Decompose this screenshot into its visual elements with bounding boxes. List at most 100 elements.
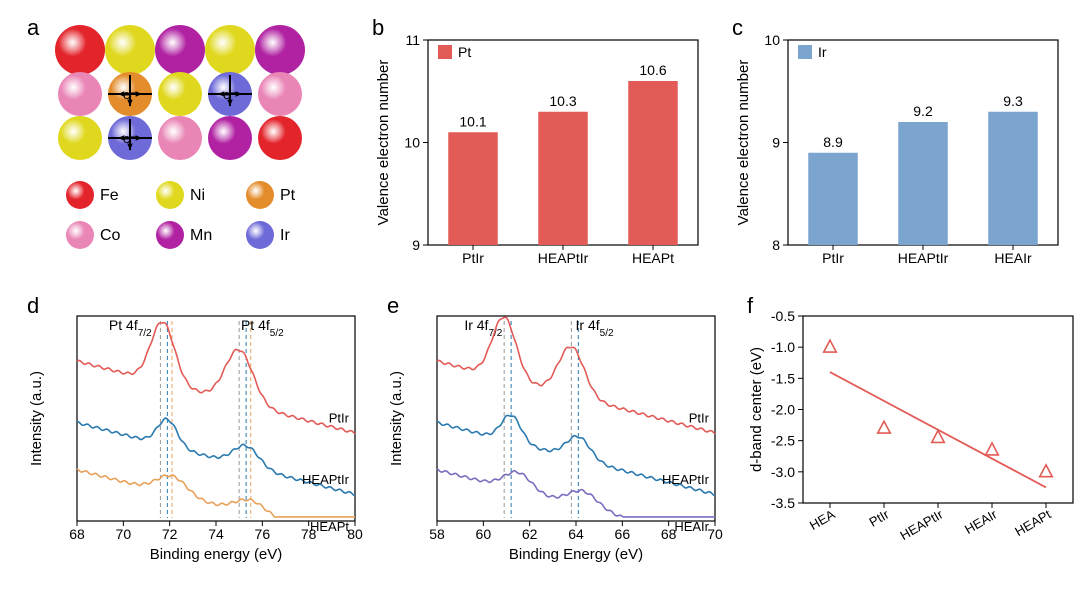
panel-b: b 91011Valence electron number10.1PtIr10… — [370, 20, 710, 290]
svg-text:HEAPtIr: HEAPtIr — [302, 472, 350, 487]
svg-text:Ir 4f5/2: Ir 4f5/2 — [576, 317, 614, 339]
svg-text:Intensity (a.u.): Intensity (a.u.) — [388, 371, 405, 466]
atom — [58, 116, 102, 160]
svg-text:11: 11 — [405, 32, 420, 48]
svg-text:60: 60 — [476, 526, 492, 542]
panel-label-d: d — [27, 293, 39, 319]
svg-text:HEAIr: HEAIr — [962, 506, 1000, 537]
data-point — [824, 340, 837, 352]
bar-chart: 91011Valence electron number10.1PtIr10.3… — [370, 20, 710, 285]
panel-a: a e⁻e⁻e⁻FeNiPtCoMnIr — [25, 20, 350, 290]
panel-label-b: b — [372, 15, 384, 41]
atom — [258, 72, 302, 116]
atom — [105, 25, 155, 75]
legend-swatch — [66, 221, 94, 249]
legend-text: Ni — [190, 187, 205, 204]
svg-text:Binding energy (eV): Binding energy (eV) — [150, 546, 283, 563]
svg-text:Valence electron number: Valence electron number — [735, 60, 752, 226]
svg-text:66: 66 — [615, 526, 631, 542]
atom — [155, 25, 205, 75]
svg-text:76: 76 — [255, 526, 271, 542]
legend-swatch — [156, 221, 184, 249]
svg-text:10: 10 — [764, 32, 780, 48]
svg-text:PtIr: PtIr — [689, 411, 710, 426]
bar — [628, 81, 678, 245]
data-point — [878, 421, 891, 433]
svg-text:10: 10 — [404, 135, 420, 151]
panel-label-f: f — [747, 293, 753, 319]
xps-trace — [437, 317, 715, 434]
atom — [158, 72, 202, 116]
panel-label-e: e — [387, 293, 399, 319]
svg-text:68: 68 — [69, 526, 85, 542]
xps-chart: 58606264666870Binding Energy (eV)Intensi… — [385, 298, 725, 563]
svg-text:HEA: HEA — [807, 506, 838, 533]
xps-chart: 68707274767880Binding energy (eV)Intensi… — [25, 298, 365, 563]
svg-text:PtIr: PtIr — [866, 506, 892, 529]
svg-text:-1.0: -1.0 — [771, 339, 795, 355]
svg-text:70: 70 — [707, 526, 723, 542]
svg-text:8: 8 — [772, 237, 780, 253]
svg-text:Intensity (a.u.): Intensity (a.u.) — [28, 371, 45, 466]
legend-text: Mn — [190, 227, 212, 244]
legend-text: Fe — [100, 187, 119, 204]
svg-text:9: 9 — [412, 237, 420, 253]
svg-text:-0.5: -0.5 — [771, 308, 795, 324]
legend-swatch — [246, 221, 274, 249]
svg-text:10.6: 10.6 — [639, 62, 666, 78]
svg-text:58: 58 — [429, 526, 445, 542]
atom — [255, 25, 305, 75]
xps-trace — [77, 323, 355, 434]
panel-c: c 8910Valence electron number8.9PtIr9.2H… — [730, 20, 1070, 290]
svg-text:-1.5: -1.5 — [771, 370, 795, 386]
svg-text:10.3: 10.3 — [549, 93, 576, 109]
svg-text:Pt 4f5/2: Pt 4f5/2 — [241, 317, 284, 339]
panel-f: f -3.5-3.0-2.5-2.0-1.5-1.0-0.5d-band cen… — [745, 298, 1080, 573]
svg-text:-3.0: -3.0 — [771, 464, 795, 480]
svg-text:d-band center (eV): d-band center (eV) — [748, 347, 765, 472]
svg-text:Ir 4f7/2: Ir 4f7/2 — [464, 317, 502, 339]
svg-text:74: 74 — [208, 526, 224, 542]
svg-text:80: 80 — [347, 526, 363, 542]
svg-text:Pt 4f7/2: Pt 4f7/2 — [109, 317, 152, 339]
data-point — [1040, 465, 1053, 477]
svg-text:-2.0: -2.0 — [771, 402, 795, 418]
atom — [258, 116, 302, 160]
legend-swatch — [156, 181, 184, 209]
svg-text:PtIr: PtIr — [462, 250, 484, 266]
bar — [448, 132, 498, 245]
svg-text:9.2: 9.2 — [913, 103, 933, 119]
panel-e: e 58606264666870Binding Energy (eV)Inten… — [385, 298, 725, 573]
svg-text:72: 72 — [162, 526, 178, 542]
svg-text:-3.5: -3.5 — [771, 495, 795, 511]
svg-text:62: 62 — [522, 526, 538, 542]
svg-text:8.9: 8.9 — [823, 134, 843, 150]
panel-label-a: a — [27, 15, 39, 41]
svg-text:PtIr: PtIr — [822, 250, 844, 266]
svg-text:HEAPt: HEAPt — [632, 250, 674, 266]
svg-text:HEAIr: HEAIr — [674, 519, 709, 534]
svg-text:64: 64 — [568, 526, 584, 542]
svg-text:Binding Energy (eV): Binding Energy (eV) — [509, 546, 643, 563]
legend-swatch — [66, 181, 94, 209]
svg-text:-2.5: -2.5 — [771, 433, 795, 449]
atom — [55, 25, 105, 75]
data-point — [986, 443, 999, 455]
svg-text:10.1: 10.1 — [459, 113, 486, 129]
panel-d: d 68707274767880Binding energy (eV)Inten… — [25, 298, 365, 573]
legend-text: Pt — [280, 187, 296, 204]
dband-chart: -3.5 -3.0 -2.5 -2.0 -1.5 -1.0 -0.5 d-band cente… — [745, 298, 1080, 563]
atom — [205, 25, 255, 75]
svg-text:PtIr: PtIr — [329, 411, 350, 426]
svg-text:HEAIr: HEAIr — [994, 250, 1032, 266]
svg-text:9: 9 — [772, 135, 780, 151]
svg-text:70: 70 — [116, 526, 132, 542]
bar — [808, 153, 858, 245]
svg-text:HEAPtIr: HEAPtIr — [898, 250, 949, 266]
atom — [58, 72, 102, 116]
svg-text:HEAPtIr: HEAPtIr — [538, 250, 589, 266]
legend-swatch — [246, 181, 274, 209]
svg-text:HEAPtIr: HEAPtIr — [662, 472, 710, 487]
bar-chart: 8 9 10 Valence electron number 8.9 PtIr 9.2 HEA… — [730, 20, 1070, 285]
legend-text: Co — [100, 227, 121, 244]
